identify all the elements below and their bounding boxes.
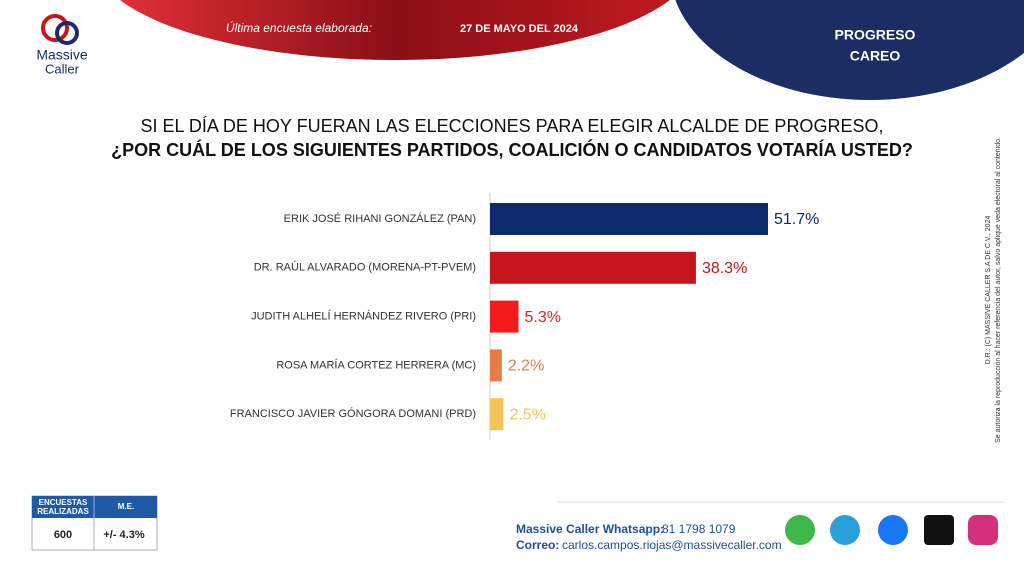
header-band	[120, 0, 670, 60]
sample-table: ENCUESTAS REALIZADAS M.E. 600 +/- 4.3%	[31, 495, 158, 551]
value-label: 5.3%	[524, 309, 560, 326]
survey-date: 27 DE MAYO DEL 2024	[460, 23, 579, 35]
bar	[490, 203, 768, 235]
value-label: 2.2%	[508, 358, 544, 375]
logo-text: Massive	[36, 47, 88, 63]
mode: CAREO	[850, 48, 901, 64]
region: PROGRESO	[835, 27, 916, 43]
bar	[490, 300, 519, 333]
survey-label: Última encuesta elaborada:	[226, 20, 372, 35]
telegram-icon[interactable]	[830, 515, 860, 545]
value-label: 38.3%	[702, 260, 747, 277]
category-label: FRANCISCO JAVIER GÓNGORA DOMANI (PRD)	[230, 407, 476, 420]
x-icon[interactable]	[924, 515, 954, 545]
category-label: JUDITH ALHELÍ HERNÁNDEZ RIVERO (PRI)	[251, 310, 476, 323]
copyright: Se autoriza la reproducción al hacer ref…	[995, 137, 1002, 443]
whatsapp: 81 1798 1079	[662, 522, 736, 536]
whatsapp-icon[interactable]	[785, 515, 815, 545]
category-label: ROSA MARÍA CORTEZ HERRERA (MC)	[276, 358, 476, 371]
bar	[490, 398, 504, 431]
chart-title: SI EL DÍA DE HOY FUERAN LAS ELECCIONES P…	[141, 116, 884, 136]
email: carlos.campos.riojas@massivecaller.com	[562, 538, 782, 552]
bar	[490, 251, 696, 284]
value-label: 2.5%	[509, 406, 545, 423]
category-label: DR. RAÚL ALVARADO (MORENA-PT-PVEM)	[254, 261, 476, 274]
chart-subtitle: ¿POR CUÁL DE LOS SIGUIENTES PARTIDOS, CO…	[111, 139, 913, 160]
logo-text: Caller	[45, 61, 80, 76]
table-cell: 600	[54, 529, 72, 541]
table-cell: +/- 4.3%	[103, 529, 144, 541]
whatsapp-label: Massive Caller Whatsapp:	[516, 522, 664, 536]
header-circle	[675, 0, 1024, 100]
facebook-icon[interactable]	[878, 515, 908, 545]
bar	[490, 349, 502, 382]
table-header-cell: ENCUESTAS REALIZADAS	[37, 498, 89, 516]
category-label: ERIK JOSÉ RIHANI GONZÁLEZ (PAN)	[284, 212, 476, 225]
instagram-icon[interactable]	[968, 515, 998, 545]
social-icons	[785, 515, 998, 545]
copyright: D.R.: (C) MASSIVE CALLER S.A DE C.V., 20…	[985, 216, 992, 365]
email-label: Correo:	[516, 538, 559, 552]
logo: Massive Caller	[36, 14, 88, 76]
value-label: 51.7%	[774, 211, 819, 228]
table-header-cell: M.E.	[118, 502, 134, 511]
